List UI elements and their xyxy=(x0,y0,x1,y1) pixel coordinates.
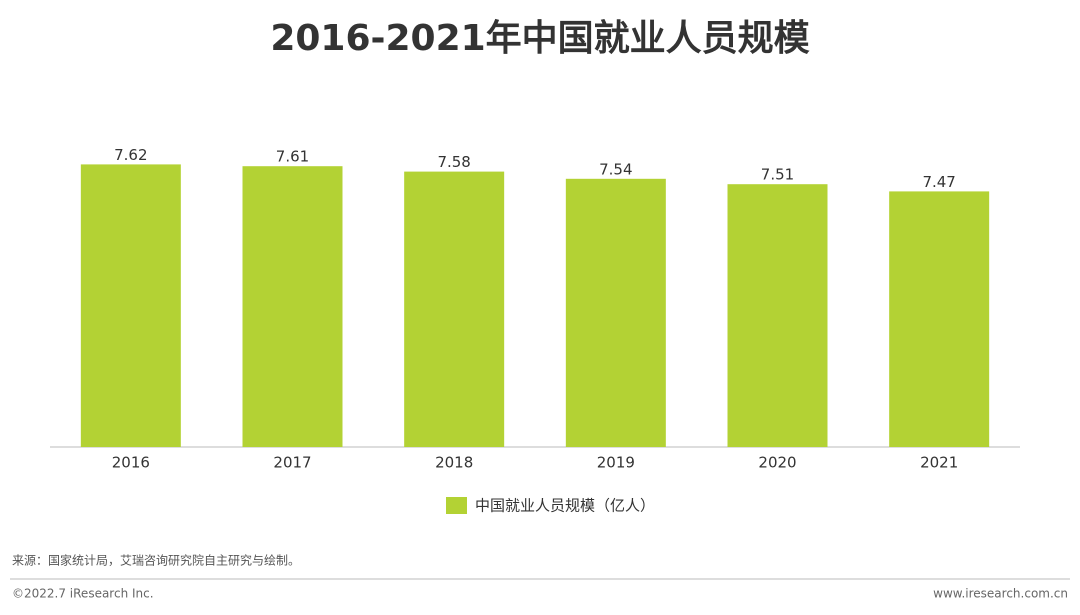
value-label: 7.47 xyxy=(922,173,955,191)
chart-title: 2016-2021年中国就业人员规模 xyxy=(270,18,809,59)
legend-swatch xyxy=(446,497,467,514)
website: www.iresearch.com.cn xyxy=(933,587,1068,601)
bar xyxy=(80,164,181,447)
bar xyxy=(242,166,343,447)
legend-label: 中国就业人员规模（亿人） xyxy=(475,497,655,515)
bar xyxy=(565,178,666,448)
value-label: 7.58 xyxy=(437,153,470,171)
x-tick-label: 2016 xyxy=(112,454,150,472)
x-tick-label: 2021 xyxy=(920,454,958,472)
source-note: 来源：国家统计局，艾瑞咨询研究院自主研究与绘制。 xyxy=(12,553,300,568)
value-label: 7.51 xyxy=(761,166,794,184)
copyright: ©2022.7 iResearch Inc. xyxy=(12,587,154,601)
bar xyxy=(727,184,828,447)
bar xyxy=(889,191,990,447)
value-label: 7.54 xyxy=(599,160,632,178)
x-tick-label: 2018 xyxy=(435,454,473,472)
x-tick-label: 2019 xyxy=(597,454,635,472)
x-tick-label: 2020 xyxy=(758,454,796,472)
bar xyxy=(404,171,505,447)
value-label: 7.61 xyxy=(276,148,309,166)
value-label: 7.62 xyxy=(114,146,147,164)
x-tick-label: 2017 xyxy=(273,454,311,472)
